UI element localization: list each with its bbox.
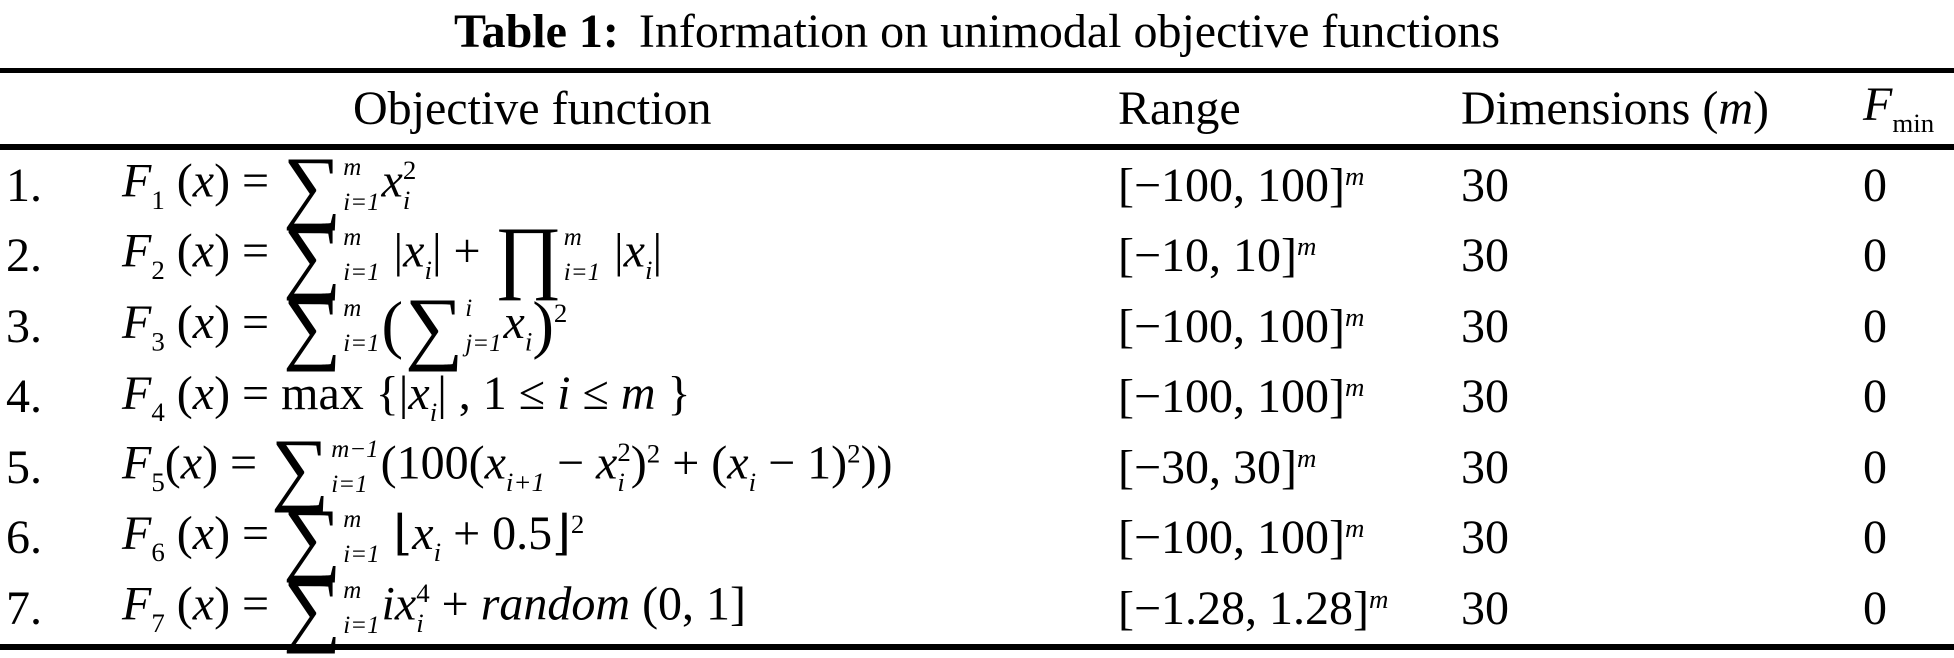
header-dimensions: Dimensions (m)	[1461, 82, 1769, 135]
table-bottom-rule	[0, 643, 1954, 650]
objective-function-formula: F4 (x) = max {|xi| , 1 ≤ i ≤ m }	[122, 366, 691, 427]
dimensions-value: 30	[1461, 370, 1509, 424]
table-row: 5. F5(x) = ∑ m−1 i=1 (100(xi+1 − x 2 i)2 + (x…	[0, 421, 1954, 513]
row-number: 2.	[6, 229, 42, 283]
table-caption-text: Information on unimodal objective functi…	[638, 5, 1501, 58]
objective-function-formula: F5(x) = ∑ m−1 i=1 (100(xi+1 − x 2 i)2 + (xi −…	[122, 421, 893, 513]
fmin-value: 0	[1863, 581, 1887, 635]
range-value: [−30, 30]m	[1118, 440, 1317, 494]
row-number: 6.	[6, 511, 42, 565]
dimensions-value: 30	[1461, 229, 1509, 283]
row-number: 7.	[6, 581, 42, 635]
header-range: Range	[1118, 82, 1241, 135]
range-value: [−100, 100]m	[1118, 370, 1365, 424]
objective-function-formula: F1 (x) = ∑ m i=1 x 2 i	[122, 139, 417, 231]
row-number: 5.	[6, 440, 42, 494]
dimensions-value: 30	[1461, 440, 1509, 494]
dimensions-value: 30	[1461, 158, 1509, 212]
range-value: [−10, 10]m	[1118, 229, 1317, 283]
header-fmin: Fmin	[1863, 78, 1935, 139]
table-header-row: Objective function Range Dimensions (m) …	[0, 73, 1954, 144]
fmin-value: 0	[1863, 511, 1887, 565]
table-caption-label: Table 1:	[453, 5, 619, 58]
table-row: 7. F7 (x) = ∑ m i=1 ix 4 i + random (0, 1] [−…	[0, 562, 1954, 654]
table-row: 3. F3 (x) = ∑ m i=1(∑ i j=1 xi)2 [−100, 100]m…	[0, 281, 1954, 373]
objective-function-formula: F6 (x) = ∑ m i=1 ⌊xi + 0.5⌋2	[122, 492, 585, 584]
table-row: 6. F6 (x) = ∑ m i=1 ⌊xi + 0.5⌋2 [−100, 100…	[0, 492, 1954, 584]
fmin-value: 0	[1863, 299, 1887, 353]
objective-function-formula: F7 (x) = ∑ m i=1 ix 4 i + random (0, 1]	[122, 562, 747, 654]
range-value: [−100, 100]m	[1118, 158, 1365, 212]
fmin-value: 0	[1863, 158, 1887, 212]
table-row: 4. F4 (x) = max {|xi| , 1 ≤ i ≤ m } [−10…	[0, 362, 1954, 433]
header-objective-function: Objective function	[353, 82, 712, 135]
table-header-rule	[0, 144, 1954, 150]
dimensions-value: 30	[1461, 511, 1509, 565]
dimensions-value: 30	[1461, 299, 1509, 353]
fmin-value: 0	[1863, 370, 1887, 424]
row-number: 4.	[6, 370, 42, 424]
table-caption: Table 1: Information on unimodal objectiv…	[0, 0, 1954, 68]
dimensions-value: 30	[1461, 581, 1509, 635]
fmin-value: 0	[1863, 229, 1887, 283]
objective-function-formula: F3 (x) = ∑ m i=1(∑ i j=1 xi)2	[122, 281, 568, 373]
row-number: 3.	[6, 299, 42, 353]
table-top-rule	[0, 68, 1954, 73]
objective-function-formula: F2 (x) = ∑ m i=1 |xi| + ∏ m i=1 |xi|	[122, 210, 663, 302]
range-value: [−100, 100]m	[1118, 299, 1365, 353]
fmin-value: 0	[1863, 440, 1887, 494]
range-value: [−1.28, 1.28]m	[1118, 581, 1389, 635]
range-value: [−100, 100]m	[1118, 511, 1365, 565]
table-row: 1. F1 (x) = ∑ m i=1 x 2 i [−100, 100]m 30 0	[0, 139, 1954, 231]
table-row: 2. F2 (x) = ∑ m i=1 |xi| + ∏ m i=1 |xi| [−10…	[0, 210, 1954, 302]
row-number: 1.	[6, 158, 42, 212]
